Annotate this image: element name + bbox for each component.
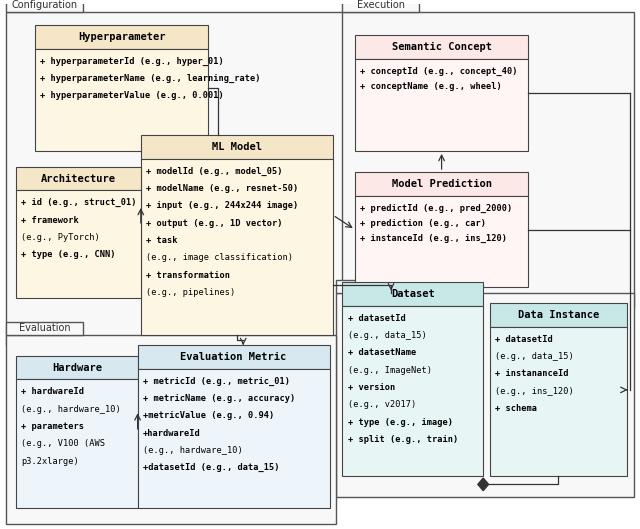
Text: +metricValue (e.g., 0.94): +metricValue (e.g., 0.94)	[143, 412, 274, 421]
Text: + hyperparameterName (e.g., learning_rate): + hyperparameterName (e.g., learning_rat…	[40, 74, 261, 83]
FancyBboxPatch shape	[355, 35, 528, 59]
Text: + hyperparameterValue (e.g., 0.001): + hyperparameterValue (e.g., 0.001)	[40, 90, 224, 99]
Text: Architecture: Architecture	[41, 174, 116, 184]
Text: Semantic Concept: Semantic Concept	[392, 42, 492, 52]
FancyBboxPatch shape	[336, 293, 634, 497]
Text: + transformation: + transformation	[146, 271, 230, 280]
Text: Data Instance: Data Instance	[518, 310, 599, 320]
Text: (e.g., image classification): (e.g., image classification)	[146, 253, 293, 262]
Text: + id (e.g., struct_01): + id (e.g., struct_01)	[21, 198, 136, 207]
FancyBboxPatch shape	[342, 306, 483, 477]
FancyBboxPatch shape	[6, 0, 83, 12]
Text: + modelName (e.g., resnet-50): + modelName (e.g., resnet-50)	[146, 184, 298, 193]
FancyBboxPatch shape	[342, 0, 419, 12]
Text: + metricId (e.g., metric_01): + metricId (e.g., metric_01)	[143, 377, 290, 386]
Text: + hyperparameterId (e.g., hyper_01): + hyperparameterId (e.g., hyper_01)	[40, 57, 224, 66]
Text: + hardwareId: + hardwareId	[21, 387, 84, 396]
Text: Dataset: Dataset	[391, 289, 435, 299]
Text: + version: + version	[348, 383, 395, 392]
Text: + conceptId (e.g., concept_40): + conceptId (e.g., concept_40)	[360, 67, 518, 76]
Text: + type (e.g., image): + type (e.g., image)	[348, 418, 452, 427]
Text: + instanceId (e.g., ins_120): + instanceId (e.g., ins_120)	[360, 234, 508, 243]
FancyBboxPatch shape	[6, 12, 355, 345]
Text: Evaluation Metric: Evaluation Metric	[180, 352, 287, 362]
Text: + task: + task	[146, 236, 177, 245]
Text: (e.g., PyTorch): (e.g., PyTorch)	[21, 233, 100, 242]
Text: p3.2xlarge): p3.2xlarge)	[21, 457, 79, 466]
Text: (e.g., data_15): (e.g., data_15)	[495, 352, 573, 361]
FancyBboxPatch shape	[141, 135, 333, 159]
FancyBboxPatch shape	[16, 379, 138, 508]
FancyBboxPatch shape	[138, 369, 330, 508]
Text: Execution: Execution	[357, 1, 404, 10]
Text: Model Prediction: Model Prediction	[392, 179, 492, 189]
Text: Evaluation: Evaluation	[19, 323, 70, 333]
Text: + prediction (e.g., car): + prediction (e.g., car)	[360, 219, 486, 228]
Text: (e.g., data_15): (e.g., data_15)	[348, 331, 426, 340]
Text: + split (e.g., train): + split (e.g., train)	[348, 435, 458, 444]
FancyBboxPatch shape	[6, 322, 83, 335]
FancyBboxPatch shape	[141, 159, 333, 335]
FancyBboxPatch shape	[355, 59, 528, 151]
Text: (e.g., V100 (AWS: (e.g., V100 (AWS	[21, 439, 105, 448]
Text: + parameters: + parameters	[21, 422, 84, 431]
FancyBboxPatch shape	[35, 25, 208, 49]
Text: + output (e.g., 1D vector): + output (e.g., 1D vector)	[146, 218, 282, 227]
Text: (e.g., hardware_10): (e.g., hardware_10)	[21, 405, 121, 414]
Text: (e.g., ImageNet): (e.g., ImageNet)	[348, 366, 431, 375]
Text: + instananceId: + instananceId	[495, 369, 568, 378]
Text: + conceptName (e.g., wheel): + conceptName (e.g., wheel)	[360, 83, 502, 92]
FancyBboxPatch shape	[6, 335, 336, 524]
Text: Hardware: Hardware	[52, 362, 102, 372]
Text: + datasetId: + datasetId	[348, 314, 405, 323]
Text: + schema: + schema	[495, 404, 537, 413]
FancyBboxPatch shape	[35, 49, 208, 151]
FancyBboxPatch shape	[16, 167, 141, 190]
Text: ML Model: ML Model	[212, 142, 262, 152]
Polygon shape	[478, 478, 488, 491]
FancyBboxPatch shape	[342, 12, 634, 308]
FancyBboxPatch shape	[16, 190, 141, 298]
Text: + metricName (e.g., accuracy): + metricName (e.g., accuracy)	[143, 394, 295, 403]
FancyBboxPatch shape	[16, 355, 138, 379]
FancyBboxPatch shape	[342, 282, 483, 306]
FancyBboxPatch shape	[336, 280, 413, 293]
FancyBboxPatch shape	[355, 172, 528, 196]
Text: + type (e.g., CNN): + type (e.g., CNN)	[21, 250, 116, 259]
Text: Dataset: Dataset	[355, 281, 394, 291]
Text: + input (e.g., 244x244 image): + input (e.g., 244x244 image)	[146, 202, 298, 211]
FancyBboxPatch shape	[490, 327, 627, 477]
Text: + predictId (e.g., pred_2000): + predictId (e.g., pred_2000)	[360, 204, 513, 213]
FancyBboxPatch shape	[490, 303, 627, 327]
Text: +hardwareId: +hardwareId	[143, 428, 200, 437]
Text: Hyperparameter: Hyperparameter	[78, 32, 165, 42]
Text: Configuration: Configuration	[12, 1, 78, 10]
Text: (e.g., hardware_10): (e.g., hardware_10)	[143, 446, 243, 455]
Text: (e.g., pipelines): (e.g., pipelines)	[146, 288, 235, 297]
Text: + modelId (e.g., model_05): + modelId (e.g., model_05)	[146, 167, 282, 176]
Text: +datasetId (e.g., data_15): +datasetId (e.g., data_15)	[143, 463, 279, 472]
FancyBboxPatch shape	[138, 345, 330, 369]
FancyBboxPatch shape	[355, 196, 528, 287]
Text: + framework: + framework	[21, 215, 79, 225]
Text: (e.g., ins_120): (e.g., ins_120)	[495, 387, 573, 396]
Text: + datasetName: + datasetName	[348, 349, 416, 358]
Text: (e.g., v2017): (e.g., v2017)	[348, 400, 416, 409]
Text: + datasetId: + datasetId	[495, 335, 552, 344]
